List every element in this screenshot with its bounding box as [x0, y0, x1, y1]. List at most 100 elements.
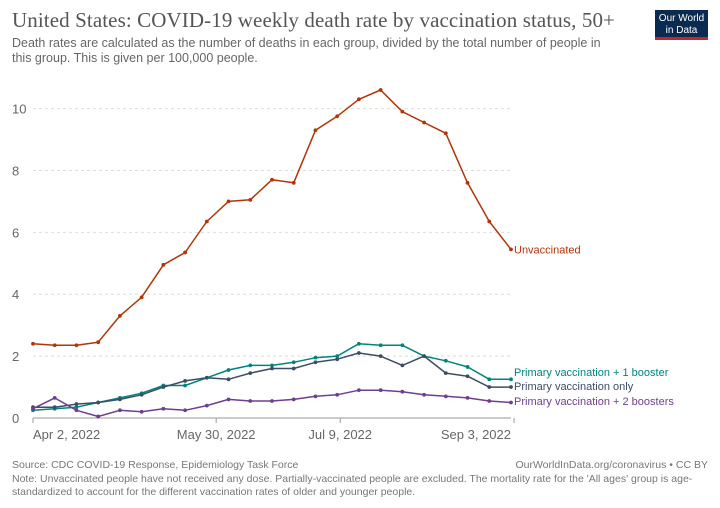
data-point[interactable]: [248, 363, 253, 368]
data-point[interactable]: [74, 343, 79, 348]
data-point[interactable]: [313, 394, 318, 399]
data-point[interactable]: [335, 392, 340, 397]
data-point[interactable]: [291, 180, 296, 185]
data-point[interactable]: [161, 406, 166, 411]
data-point[interactable]: [335, 114, 340, 119]
x-tick-label: Sep 3, 2022: [441, 427, 511, 442]
data-point[interactable]: [378, 88, 383, 92]
data-point[interactable]: [52, 395, 57, 400]
data-point[interactable]: [378, 354, 383, 359]
data-point[interactable]: [161, 262, 166, 267]
x-tick-label: Jul 9, 2022: [308, 427, 372, 442]
data-point[interactable]: [74, 405, 79, 410]
series-label: Primary vaccination + 1 booster: [514, 367, 669, 379]
data-point[interactable]: [52, 343, 57, 348]
data-point[interactable]: [357, 341, 361, 346]
data-point[interactable]: [378, 388, 383, 393]
data-point[interactable]: [139, 392, 144, 397]
data-point[interactable]: [74, 408, 79, 413]
data-point[interactable]: [443, 131, 448, 136]
data-point[interactable]: [465, 395, 470, 400]
data-point[interactable]: [183, 383, 187, 388]
data-point[interactable]: [31, 406, 35, 411]
data-point[interactable]: [74, 402, 79, 406]
footer-url-link[interactable]: OurWorldInData.org/coronavirus • CC BY: [515, 459, 708, 471]
data-point[interactable]: [248, 371, 253, 376]
data-point[interactable]: [443, 394, 448, 399]
footer-source: Source: CDC COVID-19 Response, Epidemiol…: [12, 459, 299, 471]
data-point[interactable]: [226, 377, 231, 382]
logo-line-2: in Data: [665, 25, 698, 36]
data-point[interactable]: [422, 354, 426, 359]
data-point[interactable]: [465, 180, 470, 185]
data-point[interactable]: [139, 295, 144, 300]
data-point[interactable]: [313, 128, 318, 133]
data-point[interactable]: [357, 388, 361, 393]
data-point[interactable]: [291, 360, 296, 365]
data-point[interactable]: [509, 247, 513, 252]
data-point[interactable]: [335, 354, 340, 359]
data-point[interactable]: [226, 397, 231, 402]
data-point[interactable]: [357, 97, 361, 102]
data-point[interactable]: [487, 399, 492, 403]
data-point[interactable]: [313, 360, 318, 365]
y-tick-label: 6: [12, 225, 19, 240]
data-point[interactable]: [400, 363, 405, 368]
data-point[interactable]: [400, 343, 405, 348]
data-point[interactable]: [118, 408, 122, 413]
data-point[interactable]: [183, 250, 187, 255]
data-point[interactable]: [161, 385, 166, 389]
data-point[interactable]: [248, 197, 253, 202]
series-line[interactable]: [32, 389, 512, 418]
data-point[interactable]: [226, 368, 231, 372]
data-point[interactable]: [270, 363, 274, 368]
data-point[interactable]: [270, 399, 274, 403]
data-point[interactable]: [270, 177, 274, 182]
data-point[interactable]: [487, 219, 492, 224]
data-point[interactable]: [509, 400, 513, 405]
series-unvaccinated[interactable]: [31, 88, 513, 348]
data-point[interactable]: [96, 414, 101, 419]
data-point[interactable]: [204, 219, 209, 224]
series-line[interactable]: [32, 89, 512, 347]
data-point[interactable]: [422, 120, 426, 125]
data-point[interactable]: [422, 392, 426, 397]
series-line[interactable]: [33, 352, 511, 408]
data-point[interactable]: [443, 358, 448, 363]
data-point[interactable]: [313, 355, 318, 360]
data-point[interactable]: [204, 403, 209, 408]
data-point[interactable]: [270, 366, 274, 371]
data-point[interactable]: [335, 357, 340, 362]
data-point[interactable]: [465, 374, 470, 379]
y-tick-label: 0: [12, 411, 19, 426]
data-point[interactable]: [183, 378, 187, 383]
data-point[interactable]: [96, 400, 101, 405]
series-primary-vaccination-2-boosters[interactable]: [31, 388, 513, 419]
series-layer: [31, 88, 513, 419]
footer-note: Note: Unvaccinated people have not recei…: [12, 473, 693, 498]
data-point[interactable]: [400, 389, 405, 394]
data-point[interactable]: [378, 343, 383, 348]
data-point[interactable]: [509, 377, 513, 382]
data-point[interactable]: [465, 365, 470, 369]
data-point[interactable]: [248, 399, 253, 403]
data-point[interactable]: [291, 397, 296, 402]
data-point[interactable]: [487, 385, 492, 389]
data-point[interactable]: [118, 397, 122, 402]
data-point[interactable]: [183, 408, 187, 413]
data-point[interactable]: [509, 385, 513, 389]
data-point[interactable]: [118, 313, 122, 318]
data-point[interactable]: [52, 405, 57, 410]
axis-layer: 0 2 4 6 8 10 Apr 2, 2022 May 30, 2022 Jul 9, 202…: [12, 102, 515, 442]
data-point[interactable]: [443, 371, 448, 376]
data-point[interactable]: [291, 366, 296, 371]
data-point[interactable]: [357, 351, 361, 355]
data-point[interactable]: [487, 377, 492, 382]
data-point[interactable]: [400, 109, 405, 114]
owid-logo[interactable]: Our World in Data: [655, 10, 708, 40]
data-point[interactable]: [226, 199, 231, 204]
data-point[interactable]: [31, 341, 35, 346]
data-point[interactable]: [139, 409, 144, 414]
data-point[interactable]: [96, 340, 101, 345]
data-point[interactable]: [204, 375, 209, 380]
